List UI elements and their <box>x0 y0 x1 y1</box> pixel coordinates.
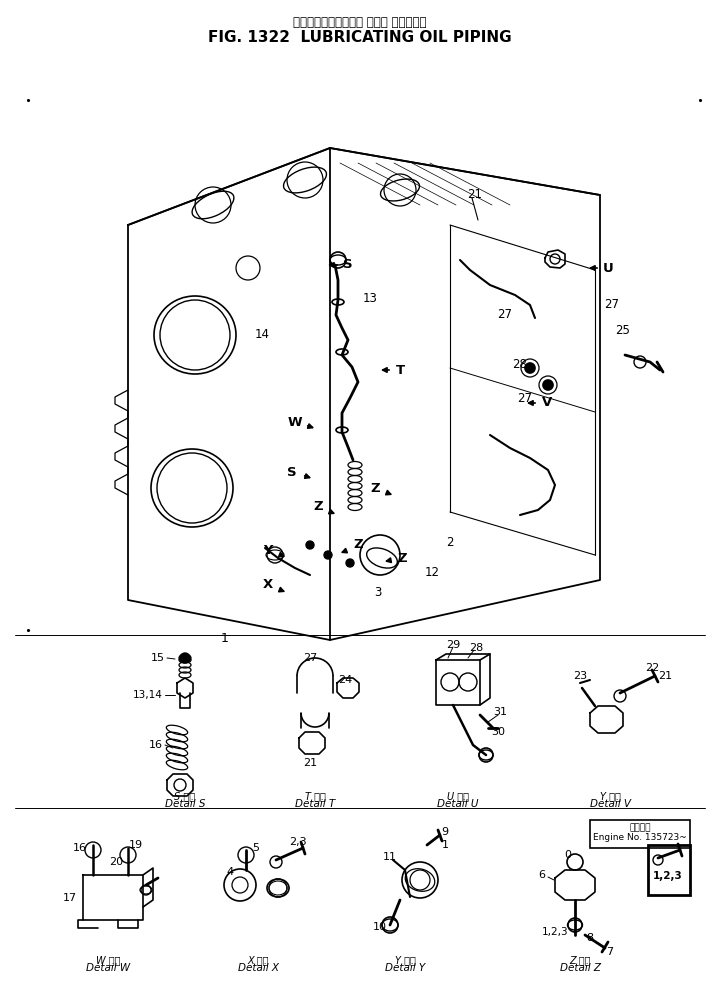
Text: 17: 17 <box>63 893 77 903</box>
Text: 2,3: 2,3 <box>289 837 307 847</box>
Text: 11: 11 <box>383 852 397 862</box>
Text: 27: 27 <box>605 299 619 312</box>
Text: Y 部詳: Y 部詳 <box>395 955 415 965</box>
Text: 16: 16 <box>149 740 163 750</box>
Text: Y 部詳: Y 部詳 <box>600 791 621 801</box>
Text: W: W <box>288 415 302 428</box>
Text: 27: 27 <box>498 309 513 321</box>
Text: 24: 24 <box>338 675 352 685</box>
Text: 22: 22 <box>645 663 659 673</box>
Text: 適用番号: 適用番号 <box>629 824 651 833</box>
Text: FIG. 1322  LUBRICATING OIL PIPING: FIG. 1322 LUBRICATING OIL PIPING <box>208 31 512 45</box>
Text: T: T <box>395 364 405 377</box>
Text: 0: 0 <box>564 850 572 860</box>
Circle shape <box>180 653 190 663</box>
Text: 19: 19 <box>129 840 143 850</box>
Text: 15: 15 <box>151 653 165 663</box>
Circle shape <box>525 363 535 373</box>
Text: S: S <box>343 258 353 272</box>
Text: Detail S: Detail S <box>165 799 205 809</box>
Text: 6: 6 <box>539 870 546 880</box>
Text: 1: 1 <box>441 840 449 850</box>
Text: 9: 9 <box>441 827 449 837</box>
Text: 5: 5 <box>253 843 259 853</box>
Text: 13,14: 13,14 <box>133 690 163 700</box>
Text: 20: 20 <box>109 857 123 867</box>
Text: 27: 27 <box>518 392 533 405</box>
Text: W 部詳: W 部詳 <box>96 955 120 965</box>
Text: Detail Z: Detail Z <box>559 963 600 973</box>
Circle shape <box>306 541 314 549</box>
Text: 1: 1 <box>221 632 229 645</box>
Text: 1,2,3: 1,2,3 <box>653 871 683 881</box>
Text: Detail T: Detail T <box>295 799 335 809</box>
Bar <box>648 845 690 895</box>
Text: 21: 21 <box>303 758 317 768</box>
Text: S: S <box>287 466 297 479</box>
Text: Z: Z <box>397 552 407 565</box>
Text: Y: Y <box>264 544 273 557</box>
Text: 2: 2 <box>446 536 454 550</box>
Text: 29: 29 <box>446 640 460 650</box>
Text: 31: 31 <box>493 707 507 717</box>
Text: 1,2,3: 1,2,3 <box>541 927 568 937</box>
Text: 25: 25 <box>616 323 631 336</box>
Text: 12: 12 <box>425 566 439 579</box>
Text: Engine No. 135723~: Engine No. 135723~ <box>593 834 687 843</box>
Text: Detail V: Detail V <box>590 799 631 809</box>
Text: U: U <box>603 261 613 275</box>
Text: Z: Z <box>313 500 323 513</box>
Circle shape <box>324 551 332 559</box>
Text: 8: 8 <box>586 933 593 943</box>
Text: Detail U: Detail U <box>437 799 479 809</box>
Text: 27: 27 <box>303 653 317 663</box>
Text: Z: Z <box>354 538 363 552</box>
Text: 30: 30 <box>491 727 505 737</box>
Text: 3: 3 <box>374 585 382 598</box>
Text: 16: 16 <box>73 843 87 853</box>
Text: X: X <box>263 579 273 591</box>
Text: 4: 4 <box>226 867 233 877</box>
Text: ルーブリケーティング オイル パイピング: ルーブリケーティング オイル パイピング <box>293 16 427 29</box>
Text: Detail Y: Detail Y <box>385 963 425 973</box>
Bar <box>590 820 690 848</box>
Text: Z: Z <box>370 482 380 494</box>
Text: T 部詳: T 部詳 <box>305 791 325 801</box>
Text: Detail X: Detail X <box>238 963 279 973</box>
Text: 14: 14 <box>254 328 269 341</box>
Text: Z 部詳: Z 部詳 <box>570 955 590 965</box>
Text: S 部詳: S 部詳 <box>174 791 196 801</box>
Text: 21: 21 <box>467 189 482 202</box>
Text: 28: 28 <box>513 358 528 372</box>
Text: 10: 10 <box>373 922 387 932</box>
Text: 21: 21 <box>658 671 672 681</box>
Text: X 部詳: X 部詳 <box>247 955 269 965</box>
Text: 23: 23 <box>573 671 587 681</box>
Text: 13: 13 <box>363 292 377 305</box>
Text: U 部詳: U 部詳 <box>447 791 469 801</box>
Text: 28: 28 <box>469 643 483 653</box>
Text: 7: 7 <box>606 947 613 957</box>
Circle shape <box>346 559 354 567</box>
Circle shape <box>543 380 553 390</box>
Text: V: V <box>542 397 552 409</box>
Text: Detail W: Detail W <box>86 963 130 973</box>
